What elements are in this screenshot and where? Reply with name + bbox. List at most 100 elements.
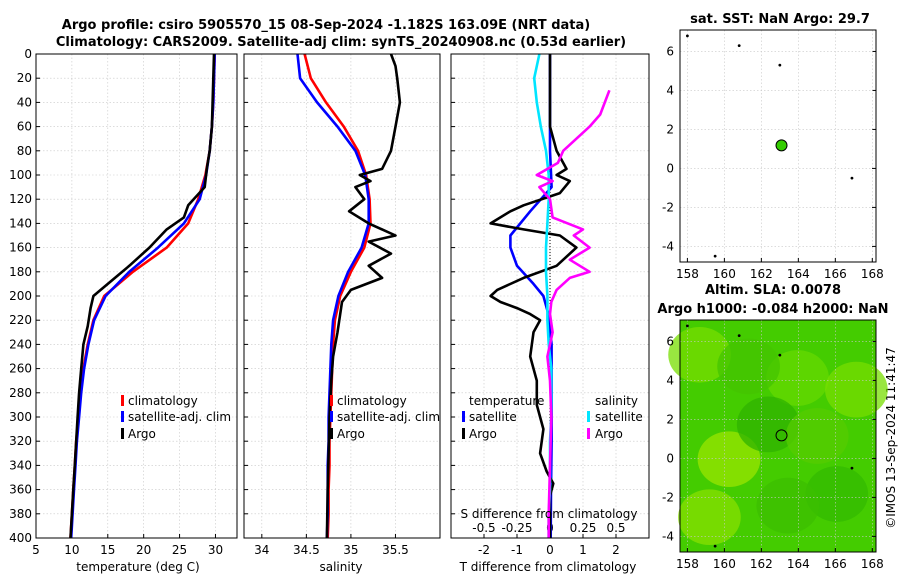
panel-frame: [450, 53, 650, 539]
sla-patch: [756, 477, 820, 534]
map-y-tick-label: 6: [666, 334, 674, 348]
x-tick-label: 35: [343, 543, 358, 557]
sst-map-panel: -4 -2 0 2 4 6 158 160 162 164 166 168: [662, 29, 884, 281]
y-tick-label: 280: [9, 386, 32, 400]
legend-temp-satellite-label: satellite: [469, 410, 517, 424]
diff-xlabel: T difference from climatology: [459, 560, 637, 574]
argo-position-marker: [775, 139, 788, 152]
x-top-tick-label: -0.5: [472, 521, 495, 535]
island-dot: [685, 34, 689, 38]
y-tick-label: 180: [9, 265, 32, 279]
y-tick-label: 340: [9, 458, 32, 472]
series-line-argo: [325, 53, 402, 539]
legend-satellite-swatch: [330, 411, 333, 422]
map-y-tick-label: 2: [666, 412, 674, 426]
difference-legend: temperature satellite Argo salinity sate…: [462, 394, 643, 441]
legend-climatology-label: climatology: [337, 394, 407, 408]
x-top-tick-label: 0.5: [606, 521, 625, 535]
map-x-tick-label: 166: [824, 267, 847, 281]
map-x-tick-label: 162: [750, 557, 773, 571]
temperature-panel: 0 20 40 60 80 100 120 140 160 180 200 220 240 260 280 3…: [9, 47, 238, 557]
map-y-tick-label: 4: [666, 373, 674, 387]
map-frame: [679, 29, 877, 263]
y-tick-label: 400: [9, 531, 32, 545]
x-tick-label: 0: [546, 543, 554, 557]
sla-patch: [717, 338, 780, 395]
map-y-tick-label: -2: [662, 490, 674, 504]
main-title-line2: Climatology: CARS2009. Satellite-adj cli…: [56, 35, 626, 50]
map-x-tick-label: 158: [676, 557, 699, 571]
y-tick-label: 120: [9, 192, 32, 206]
x-tick-label: 5: [32, 543, 40, 557]
series-line-argo: [69, 53, 216, 539]
series-line-salinity-argo: [535, 89, 611, 538]
x-tick-label: 1: [579, 543, 587, 557]
y-tick-label: 220: [9, 313, 32, 327]
panel-frame: [35, 53, 238, 539]
map-y-tick-label: 0: [666, 161, 674, 175]
legend-temp-argo-label: Argo: [469, 427, 497, 441]
legend-climatology-label: climatology: [128, 394, 198, 408]
y-tick-label: 320: [9, 434, 32, 448]
temperature-legend: climatology satellite-adj. clim Argo: [121, 394, 231, 441]
salinity-legend: climatology satellite-adj. clim Argo: [330, 394, 440, 441]
island-dot: [850, 176, 854, 180]
island-dot: [778, 353, 782, 357]
map-x-tick-label: 166: [824, 557, 847, 571]
map-x-tick-label: 168: [861, 267, 884, 281]
x-tick-label: 35.5: [382, 543, 409, 557]
diff-xlabel-top: S difference from climatology: [461, 507, 638, 521]
sla-map-title-line2: Argo h1000: -0.084 h2000: NaN: [657, 302, 888, 317]
map-x-tick-label: 164: [787, 267, 810, 281]
map-frame: [679, 319, 877, 553]
map-y-tick-label: -2: [662, 200, 674, 214]
sla-patch: [668, 326, 731, 383]
sla-patch: [785, 408, 849, 464]
map-y-tick-label: -4: [662, 239, 674, 253]
legend-sal-argo-swatch: [587, 428, 590, 439]
x-tick-label: -2: [478, 543, 490, 557]
y-tick-label: 160: [9, 241, 32, 255]
sla-patch: [805, 466, 869, 522]
map-x-tick-label: 162: [750, 267, 773, 281]
x-tick-label: 30: [208, 543, 223, 557]
legend-salinity-heading: salinity: [595, 394, 638, 408]
x-tick-label: 10: [64, 543, 79, 557]
x-tick-label: 15: [100, 543, 115, 557]
series-line-temperature-argo: [489, 54, 578, 538]
salinity-panel: 34 34.5 35 35.5: [243, 53, 441, 557]
y-tick-label: 260: [9, 362, 32, 376]
sla-patch: [678, 489, 741, 546]
x-tick-label: 34.5: [293, 543, 320, 557]
y-tick-label: 80: [17, 144, 32, 158]
legend-argo-label: Argo: [128, 427, 156, 441]
legend-satellite-label: satellite-adj. clim: [128, 410, 231, 424]
credit-text: ©IMOS 13-Sep-2024 11:41:47: [884, 347, 898, 529]
legend-climatology-swatch: [121, 395, 124, 406]
island-dot: [850, 466, 854, 470]
island-dot: [737, 334, 741, 337]
island-dot: [685, 324, 689, 328]
y-tick-label: 300: [9, 410, 32, 424]
y-tick-label: 0: [24, 47, 32, 61]
map-x-tick-label: 164: [787, 557, 810, 571]
legend-satellite-label: satellite-adj. clim: [337, 410, 440, 424]
sst-map-title: sat. SST: NaN Argo: 29.7: [690, 12, 870, 27]
map-y-tick-label: 6: [666, 44, 674, 58]
y-tick-label: 140: [9, 216, 32, 230]
x-top-tick-label: -0.25: [501, 521, 532, 535]
island-dot: [713, 254, 717, 258]
y-tick-label: 200: [9, 289, 32, 303]
map-x-tick-label: 158: [676, 267, 699, 281]
y-tick-label: 100: [9, 168, 32, 182]
map-y-tick-label: -4: [662, 529, 674, 543]
y-tick-label: 20: [17, 71, 32, 85]
sla-patch: [825, 361, 888, 418]
map-y-tick-label: 0: [666, 451, 674, 465]
legend-sal-satellite-swatch: [587, 411, 590, 422]
sla-map-title-line1: Altim. SLA: 0.0078: [705, 283, 841, 298]
y-tick-label: 380: [9, 507, 32, 521]
legend-argo-label: Argo: [337, 427, 365, 441]
